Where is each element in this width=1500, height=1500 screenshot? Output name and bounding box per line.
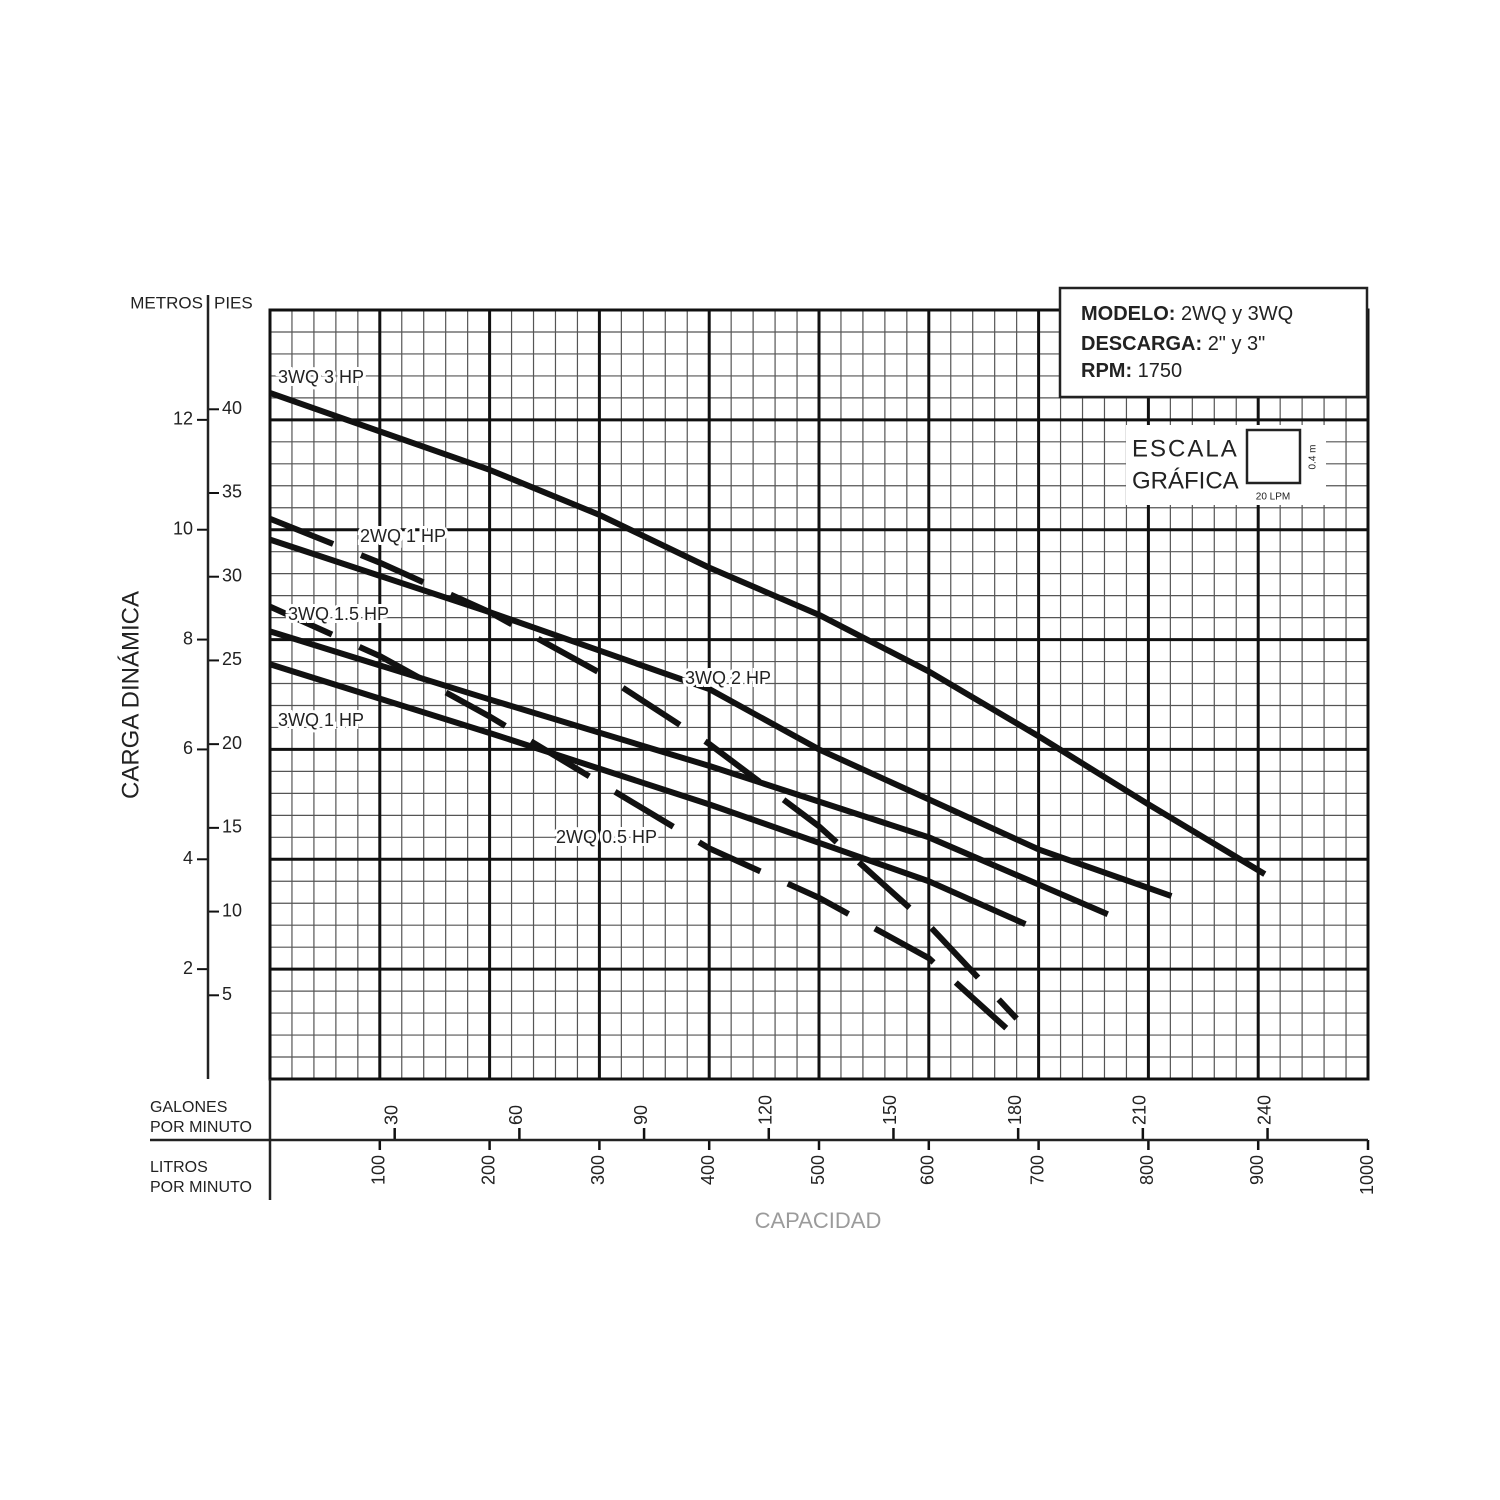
scale-square [1245,428,1302,485]
model-value: 2WQ y 3WQ [1181,303,1293,325]
x2-tick-label: 60 [506,1105,526,1125]
curve-label: 3WQ 1.5 HP [288,604,389,624]
x2-tick-label: 180 [1005,1095,1025,1125]
info-box [1058,286,1369,399]
rpm-value: 1750 [1138,360,1183,382]
x-tick-label: 200 [478,1155,498,1185]
y2-unit: PIES [214,293,253,312]
y2-tick-label: 15 [222,817,242,837]
x-tick-label: 1000 [1357,1155,1377,1195]
scale-title: ESCALA [1132,435,1239,462]
y-tick-label: 8 [183,628,193,648]
x-tick-label: 700 [1027,1155,1047,1185]
curve-label: 3WQ 3 HP [278,367,364,387]
unit-line: POR MINUTO [150,1119,252,1136]
unit-line: POR MINUTO [150,1179,252,1196]
x-unit: LITROS POR MINUTO [150,1159,252,1196]
curve [269,661,1027,927]
x2-unit: GALONES POR MINUTO [150,1099,252,1136]
x-tick-label: 900 [1247,1155,1267,1185]
model: MODELO: 2WQ y 3WQ [1081,303,1293,325]
curve [269,536,1173,899]
curve [268,515,1019,1021]
curve-label: 2WQ 1 HP [360,526,446,546]
model-label: MODELO: [1081,303,1175,325]
unit-line: GALONES [150,1099,227,1116]
y2-tick-label: 35 [222,482,242,502]
x-tick-label: 600 [918,1155,938,1185]
x2-tick-label: 150 [880,1095,900,1125]
grid [197,308,1370,1150]
y2-tick-label: 40 [222,398,242,418]
curve-label: 2WQ 0.5 HP [556,827,657,847]
y-tick-label: 4 [183,848,193,868]
rpm: RPM: 1750 [1081,360,1182,382]
y-tick-label: 10 [173,518,193,538]
y2-tick-label: 10 [222,900,242,920]
plot-frame [268,308,1370,1081]
y-tick-label: 6 [183,738,193,758]
y-tick-label: 2 [183,958,193,978]
x-tick-label: 800 [1137,1155,1157,1185]
y-unit: METROS [130,293,203,312]
x-tick-label: 400 [698,1155,718,1185]
x-tick-label: 500 [808,1155,828,1185]
y2-tick-label: 25 [222,649,242,669]
fade [0,1212,1500,1242]
curve-label: 3WQ 1 HP [278,710,364,730]
scale-y-step: 0.4 m [1308,444,1319,469]
scale-title: GRÁFICA [1132,467,1239,494]
x2-tick-label: 210 [1130,1095,1150,1125]
y2-tick-label: 20 [222,733,242,753]
x2-tick-label: 240 [1254,1095,1274,1125]
curve [269,390,1267,877]
curves [268,390,1267,1043]
rpm-label: RPM: [1081,360,1132,382]
curve-label: 3WQ 2 HP [685,668,771,688]
y2-tick-label: 5 [222,984,232,1004]
x2-tick-label: 120 [756,1095,776,1125]
scale-x-step: 20 LPM [1256,492,1290,503]
x2-tick-label: 30 [381,1105,401,1125]
discharge-value: 2" y 3" [1208,333,1266,355]
curve [268,603,1022,1043]
unit-line: LITROS [150,1159,208,1176]
discharge: DESCARGA: 2" y 3" [1081,333,1265,355]
x-tick-label: 100 [369,1155,389,1185]
y-tick-label: 12 [173,409,193,429]
discharge-label: DESCARGA: [1081,333,1202,355]
x-tick-label: 300 [588,1155,608,1185]
x2-tick-label: 90 [631,1105,651,1125]
y-axis-title: CARGA DINÁMICA [117,591,144,799]
y2-tick-label: 30 [222,565,242,585]
